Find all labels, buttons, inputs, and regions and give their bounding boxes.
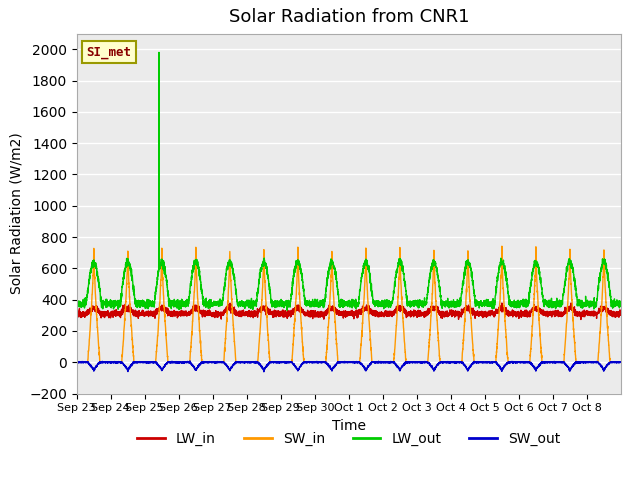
LW_in	[398, 306, 406, 312]
SW_out	[186, 358, 194, 364]
SW_out	[539, 360, 547, 366]
SW_out	[525, 359, 532, 365]
Y-axis label: Solar Radiation (W/m2): Solar Radiation (W/m2)	[10, 133, 24, 294]
SW_in	[498, 243, 506, 249]
LW_out	[155, 49, 163, 55]
Line: SW_out: SW_out	[77, 361, 621, 372]
SW_out	[73, 360, 81, 365]
SW_out	[617, 359, 625, 365]
Line: LW_out: LW_out	[77, 52, 621, 310]
SW_in	[186, 360, 193, 365]
LW_in	[73, 311, 81, 317]
SW_out	[186, 360, 193, 365]
LW_out	[539, 293, 547, 299]
Text: SI_met: SI_met	[86, 46, 132, 59]
LW_out	[283, 307, 291, 313]
SW_in	[369, 360, 377, 365]
LW_out	[73, 297, 81, 303]
SW_in	[525, 360, 532, 365]
Line: SW_in: SW_in	[77, 246, 621, 362]
LW_in	[369, 310, 377, 316]
SW_out	[260, 369, 268, 375]
SW_in	[73, 360, 81, 365]
SW_out	[398, 363, 406, 369]
SW_in	[398, 299, 406, 305]
SW_out	[369, 360, 377, 365]
LW_in	[498, 300, 506, 306]
SW_in	[498, 254, 506, 260]
SW_in	[617, 360, 625, 365]
LW_in	[617, 311, 625, 316]
LW_out	[525, 297, 532, 303]
LW_out	[369, 297, 377, 303]
Legend: LW_in, SW_in, LW_out, SW_out: LW_in, SW_in, LW_out, SW_out	[132, 426, 566, 452]
LW_out	[398, 268, 406, 274]
Title: Solar Radiation from CNR1: Solar Radiation from CNR1	[228, 9, 469, 26]
LW_in	[567, 300, 575, 306]
LW_out	[499, 262, 506, 267]
Line: LW_in: LW_in	[77, 303, 621, 320]
LW_in	[539, 311, 547, 317]
LW_in	[525, 312, 532, 317]
LW_out	[617, 300, 625, 306]
SW_out	[499, 367, 506, 372]
LW_in	[186, 309, 193, 315]
LW_out	[186, 288, 193, 294]
LW_in	[577, 317, 585, 323]
SW_in	[539, 360, 547, 365]
X-axis label: Time: Time	[332, 419, 366, 433]
